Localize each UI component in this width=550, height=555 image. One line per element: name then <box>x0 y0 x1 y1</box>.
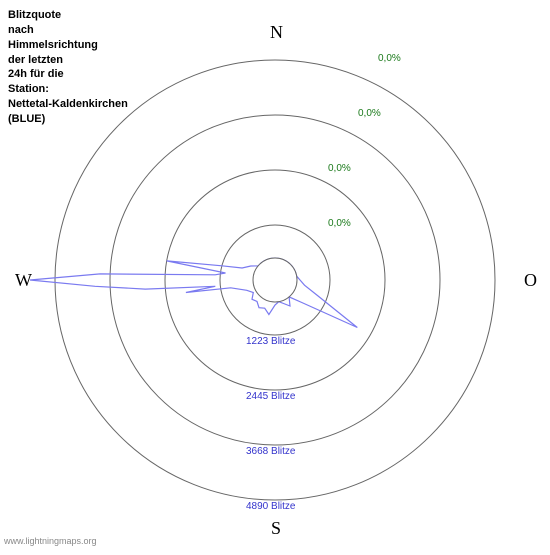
compass-east: O <box>524 270 537 291</box>
ring-label-pct-2: 0,0% <box>328 163 351 174</box>
ring-label-pct-1: 0,0% <box>328 218 351 229</box>
compass-south: S <box>271 518 281 539</box>
compass-west: W <box>15 270 32 291</box>
polar-chart: N O S W 0,0% 0,0% 0,0% 0,0% 1223 Blitze … <box>0 0 550 550</box>
ring-label-count-2: 2445 Blitze <box>246 391 295 402</box>
center-hole <box>253 258 297 302</box>
ring-label-count-4: 4890 Blitze <box>246 501 295 512</box>
footer-source: www.lightningmaps.org <box>4 536 97 546</box>
compass-north: N <box>270 22 283 43</box>
lightning-rose-path <box>30 258 357 328</box>
ring-label-pct-3: 0,0% <box>358 108 381 119</box>
ring-label-pct-4: 0,0% <box>378 53 401 64</box>
ring-label-count-3: 3668 Blitze <box>246 446 295 457</box>
ring-label-count-1: 1223 Blitze <box>246 336 295 347</box>
polar-chart-svg <box>0 0 550 550</box>
